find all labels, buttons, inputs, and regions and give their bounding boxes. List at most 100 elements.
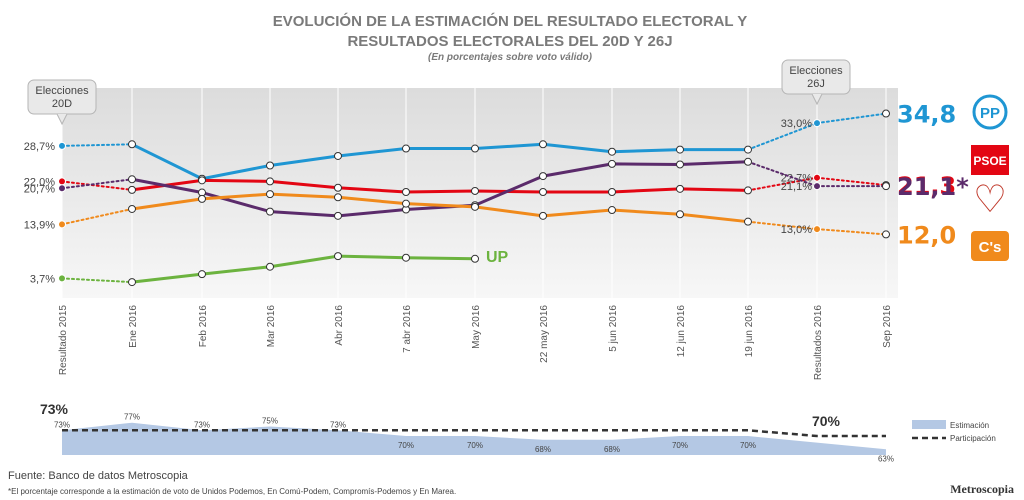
data-point-cs (676, 210, 684, 219)
series-line-up (131, 160, 749, 218)
data-point-psoe (402, 188, 410, 196)
data-point-psoe (58, 177, 66, 186)
x-tick-label: May 2016 (471, 305, 482, 349)
x-tick-label: Ene 2016 (128, 305, 139, 348)
data-point-pp (813, 119, 821, 128)
estimacion-label: 73% (330, 420, 346, 429)
participacion-right-label: 70% (812, 413, 841, 429)
value-label-up: 21,1% (781, 181, 812, 193)
series-segment-psoe (61, 180, 133, 191)
value-label-psoe: 22,0% (24, 176, 55, 188)
data-point-iu (266, 262, 274, 271)
data-point-psoe (608, 188, 616, 196)
estimacion-label: 70% (740, 441, 756, 450)
legend-estimacion-label: Estimación (950, 421, 989, 430)
x-tick-label: 5 jun 2016 (608, 305, 619, 352)
series-segment-pp (816, 112, 887, 125)
estimacion-label: 73% (194, 420, 210, 429)
data-point-psoe (334, 183, 342, 192)
data-point-iu (128, 278, 136, 287)
estimacion-label: 68% (604, 445, 620, 454)
data-point-psoe (744, 186, 752, 195)
series-segment-pp (747, 122, 818, 151)
legend-participacion-label: Participación (950, 434, 996, 443)
pp-logo-icon (972, 94, 1008, 130)
data-point-pp (266, 161, 274, 170)
estimacion-area (62, 422, 886, 455)
data-point-up (813, 182, 821, 191)
final-value-psoe: 21,3 (897, 172, 956, 200)
final-value-cs: 12,0 (897, 221, 956, 249)
title-line-1: EVOLUCIÓN DE LA ESTIMACIÓN DEL RESULTADO… (272, 13, 748, 30)
data-point-psoe (198, 176, 206, 185)
value-label-cs: 13,9% (24, 219, 55, 231)
data-point-up (58, 184, 66, 193)
data-point-up (608, 159, 616, 168)
data-point-cs (402, 199, 410, 208)
series-segment-cs (61, 207, 133, 226)
data-point-up (744, 157, 752, 166)
data-point-iu (198, 270, 206, 279)
estimacion-label: 75% (262, 417, 278, 426)
final-value-up: 21,1* (897, 173, 969, 201)
callout-26j-text: Elecciones (789, 65, 843, 77)
plot-background (62, 88, 898, 298)
legend-estimacion-swatch (912, 420, 946, 429)
line-chart: Resultado 2015 Ene 2016 Feb 2016 Mar 2016 Ab… (24, 59, 1009, 463)
series-line-cs (131, 192, 749, 224)
data-point-pp (334, 151, 342, 160)
data-point-cs (266, 190, 274, 199)
psoe-logo-icon (971, 145, 1009, 175)
data-point-pp (676, 145, 684, 154)
value-label-iu: 3,7% (30, 273, 55, 285)
data-point-iu (471, 254, 479, 263)
psoe-logo-text: PSOE (973, 154, 1006, 168)
unidad-popular-logo: UP (486, 249, 509, 266)
data-point-pp (402, 144, 410, 153)
data-point-cs (58, 220, 66, 229)
up-logo-mark: UP (486, 249, 509, 266)
data-point-pp (58, 141, 66, 150)
series-segment-pp (61, 143, 133, 147)
data-point-pp (128, 140, 136, 149)
estimacion-label: 70% (398, 441, 414, 450)
x-tick-label: Resultados 2016 (813, 305, 824, 380)
data-point-psoe (471, 186, 479, 195)
data-point-psoe (539, 188, 547, 196)
estimacion-label: 63% (878, 454, 894, 463)
pp-logo-text: PP (980, 105, 1000, 122)
value-label-cs: 13,0% (781, 224, 812, 236)
x-tick-label: Abr 2016 (334, 305, 345, 346)
title-line-2: RESULTADOS ELECTORALES DEL 20D Y 26J (347, 33, 673, 50)
data-point-pp (539, 140, 547, 149)
series-segment-iu (61, 277, 133, 284)
estimacion-label: 70% (467, 441, 483, 450)
x-tick-label: Mar 2016 (266, 305, 277, 348)
estimacion-label: 68% (535, 445, 551, 454)
x-tick-label: Feb 2016 (198, 305, 209, 348)
series-segment-psoe (747, 176, 818, 192)
data-point-pp (744, 145, 752, 154)
estimacion-label: 70% (672, 441, 688, 450)
data-point-cs (882, 230, 890, 239)
value-label-up: 20,7% (24, 183, 55, 195)
data-point-cs (608, 206, 616, 215)
x-tick-label: 19 jun 2016 (744, 305, 755, 358)
value-label-pp: 28,7% (24, 141, 55, 153)
x-tick-label: 12 jun 2016 (676, 305, 687, 358)
data-point-cs (471, 202, 479, 211)
footnote: *El porcentaje corresponde a la estimaci… (8, 487, 457, 496)
source-note: Fuente: Banco de datos Metroscopia (8, 470, 188, 482)
data-point-up (266, 207, 274, 216)
callout-20d-pointer (56, 113, 68, 126)
data-point-psoe (676, 184, 684, 193)
cs-logo-icon (971, 231, 1009, 261)
data-point-cs (198, 194, 206, 203)
heart-logo-icon: ♡ (973, 177, 1007, 221)
data-point-pp (608, 147, 616, 156)
x-tick-label: Sep 2016 (882, 305, 893, 348)
chart-title: EVOLUCIÓN DE LA ESTIMACIÓN DEL RESULTADO… (180, 12, 840, 52)
series-line-pp (131, 142, 748, 181)
x-tick-label: 22 may 2016 (539, 305, 550, 363)
